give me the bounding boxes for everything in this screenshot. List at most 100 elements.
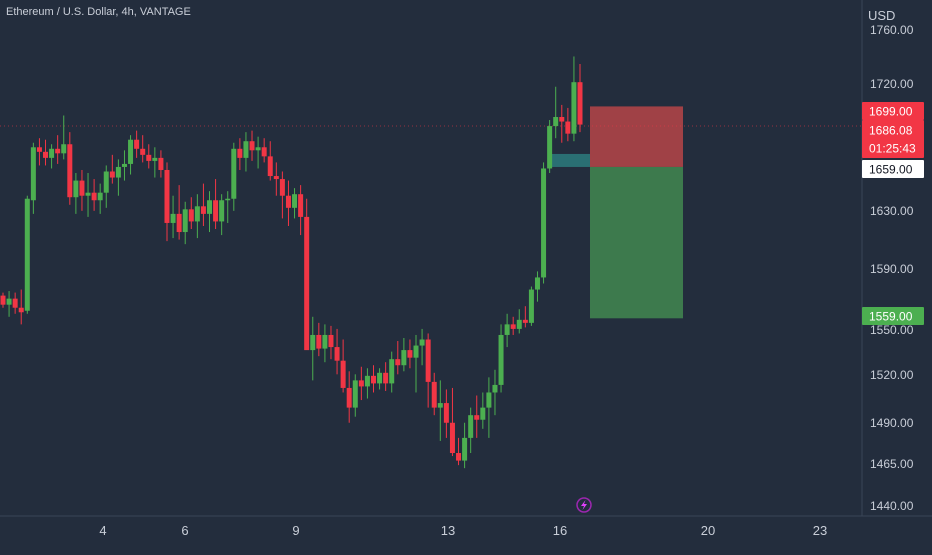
- price-tick: 1465.00: [870, 457, 914, 471]
- candle: [24, 198, 30, 311]
- candle: [431, 381, 437, 408]
- lightning-icon[interactable]: [576, 497, 592, 513]
- candle: [322, 334, 328, 349]
- candle: [395, 359, 401, 366]
- time-axis[interactable]: 4 6 9 13 16 20 23: [99, 523, 827, 538]
- candle: [437, 403, 443, 408]
- candle: [462, 437, 468, 461]
- candle: [279, 179, 285, 196]
- candle: [0, 295, 6, 305]
- price-tick: 1490.00: [870, 416, 914, 430]
- stop-loss-zone[interactable]: [590, 106, 683, 167]
- candle: [97, 192, 103, 201]
- candle: [346, 387, 352, 408]
- time-tick: 4: [99, 523, 106, 538]
- take-profit-zone[interactable]: [590, 166, 683, 319]
- current-price-label[interactable]: 1686.08 01:25:43: [862, 120, 924, 158]
- candle: [401, 350, 407, 366]
- candle: [577, 82, 583, 125]
- take-profit-label-text: 1559.00: [869, 310, 913, 324]
- candle: [243, 141, 249, 158]
- candle: [547, 126, 553, 169]
- entry-label-text: 1659.00: [869, 163, 913, 177]
- stop-loss-label[interactable]: 1699.00: [862, 102, 924, 120]
- candle: [115, 166, 121, 178]
- price-tick: 1760.00: [870, 23, 914, 37]
- candle: [340, 360, 346, 388]
- candle: [207, 200, 213, 214]
- price-axis[interactable]: 1760.00 1720.00 1630.00 1590.00 1550.00 …: [870, 23, 914, 513]
- price-tick: 1720.00: [870, 77, 914, 91]
- price-axis-panel: [862, 0, 932, 516]
- candle: [18, 307, 24, 313]
- candle: [170, 213, 176, 223]
- candle: [370, 375, 376, 384]
- candle: [194, 206, 200, 222]
- candle: [498, 334, 504, 385]
- candle: [103, 171, 109, 193]
- candle: [267, 156, 273, 177]
- candle: [237, 148, 243, 158]
- time-tick: 6: [181, 523, 188, 538]
- candle: [474, 415, 480, 420]
- candle: [522, 319, 528, 323]
- entry-label[interactable]: 1659.00: [862, 160, 924, 178]
- countdown-text: 01:25:43: [869, 142, 916, 156]
- current-price-text: 1686.08: [869, 124, 913, 138]
- candle: [425, 339, 431, 382]
- candle: [182, 209, 188, 233]
- candle: [158, 157, 164, 170]
- take-profit-label[interactable]: 1559.00: [862, 307, 924, 325]
- candle: [73, 180, 79, 198]
- candle: [516, 319, 522, 329]
- time-tick: 20: [701, 523, 715, 538]
- candle: [61, 144, 67, 154]
- candle: [140, 148, 146, 155]
- candle: [30, 147, 36, 201]
- candle: [456, 453, 462, 461]
- price-tick: 1520.00: [870, 368, 914, 382]
- time-tick: 16: [553, 523, 567, 538]
- candle: [67, 144, 73, 198]
- candle: [188, 209, 194, 222]
- candle: [480, 407, 486, 420]
- position-tool[interactable]: [549, 106, 683, 319]
- candle: [413, 345, 419, 358]
- candle: [492, 384, 498, 393]
- candle: [528, 289, 534, 323]
- currency-label: USD: [868, 8, 895, 23]
- candle: [79, 180, 85, 196]
- entry-band: [549, 153, 590, 167]
- price-tick: 1440.00: [870, 499, 914, 513]
- candle: [377, 372, 383, 384]
- candle: [364, 375, 370, 387]
- candle: [559, 117, 565, 122]
- candle: [109, 171, 115, 178]
- price-tick: 1630.00: [870, 204, 914, 218]
- time-tick: 9: [292, 523, 299, 538]
- candles-group: [0, 56, 583, 469]
- candle: [225, 198, 231, 201]
- candle: [261, 147, 267, 157]
- candle: [534, 277, 540, 290]
- candle: [468, 415, 474, 438]
- candle: [304, 216, 310, 351]
- candle: [146, 154, 152, 161]
- candle: [486, 392, 492, 408]
- candle: [273, 176, 279, 180]
- candle: [334, 347, 340, 361]
- candle: [255, 147, 261, 151]
- candle: [328, 334, 334, 348]
- candle: [565, 121, 571, 134]
- candle: [292, 194, 298, 208]
- candle: [12, 298, 18, 308]
- candle: [219, 200, 225, 222]
- candle: [231, 148, 237, 199]
- candle: [352, 380, 358, 408]
- candle: [49, 148, 55, 158]
- candle: [504, 324, 510, 335]
- candle: [510, 324, 516, 329]
